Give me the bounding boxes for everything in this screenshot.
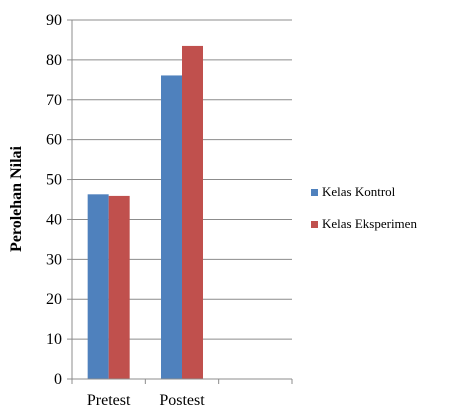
y-tick-labels: 0 10 20 30 40 50 60 70 80 90 xyxy=(46,12,62,388)
y-tick-label: 10 xyxy=(46,331,62,348)
y-tick-label: 90 xyxy=(46,12,62,29)
legend-swatch xyxy=(311,221,318,228)
y-tick-label: 80 xyxy=(46,52,62,69)
bar-kelas-eksperimen-pretest xyxy=(108,195,130,379)
y-tick-label: 50 xyxy=(46,172,62,189)
x-category-label: Postest xyxy=(159,392,205,408)
y-axis-label: Perolehan Nilai xyxy=(8,145,25,251)
bar-kelas-kontrol-pretest xyxy=(87,194,109,379)
y-tick-label: 40 xyxy=(46,211,62,228)
category-labels: Pretest Postest xyxy=(87,392,205,408)
y-tick-label: 30 xyxy=(46,251,62,268)
legend-label: Kelas Eksperimen xyxy=(322,216,417,231)
x-category-label: Pretest xyxy=(87,392,131,408)
y-tick-label: 0 xyxy=(54,371,62,388)
y-tick-label: 70 xyxy=(46,92,62,109)
legend-swatch xyxy=(311,189,318,196)
y-tick-label: 60 xyxy=(46,132,62,149)
legend-label: Kelas Kontrol xyxy=(322,184,396,199)
y-tick-label: 20 xyxy=(46,291,62,308)
legend: Kelas Kontrol Kelas Eksperimen xyxy=(311,184,417,231)
bar-kelas-eksperimen-postest xyxy=(182,45,203,380)
axes xyxy=(67,19,293,384)
bar-kelas-kontrol-postest xyxy=(161,75,182,379)
bars xyxy=(87,45,203,380)
